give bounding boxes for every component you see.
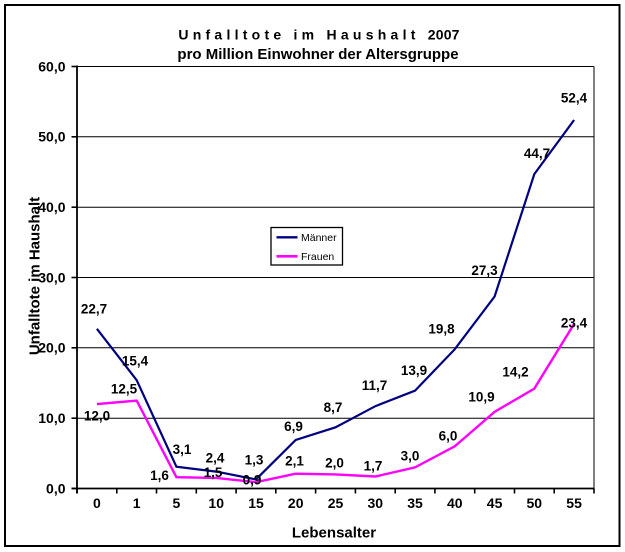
svg-text:Frauen: Frauen — [301, 251, 334, 263]
svg-text:12,5: 12,5 — [111, 382, 138, 397]
svg-text:0,0: 0,0 — [46, 480, 66, 496]
svg-text:22,7: 22,7 — [81, 302, 107, 317]
svg-text:11,7: 11,7 — [362, 378, 388, 393]
svg-text:40: 40 — [447, 495, 463, 511]
svg-text:2,1: 2,1 — [285, 454, 304, 469]
svg-text:14,2: 14,2 — [502, 365, 528, 380]
svg-text:5: 5 — [173, 495, 181, 511]
svg-text:pro Million Einwohner der Alte: pro Million Einwohner der Altersgruppe — [177, 46, 458, 63]
svg-text:U n f a l l t o t e i m H: U n f a l l t o t e i m H a u s h a l t … — [178, 27, 459, 43]
svg-text:1,7: 1,7 — [364, 459, 383, 474]
svg-text:0,9: 0,9 — [243, 473, 262, 488]
svg-text:20,0: 20,0 — [38, 340, 65, 356]
svg-text:44,7: 44,7 — [524, 146, 550, 161]
svg-text:1,6: 1,6 — [150, 468, 169, 483]
svg-text:13,9: 13,9 — [401, 363, 427, 378]
svg-text:3,1: 3,1 — [173, 442, 192, 457]
svg-text:Männer: Männer — [301, 232, 337, 244]
svg-text:50,0: 50,0 — [38, 129, 65, 145]
svg-text:19,8: 19,8 — [428, 322, 455, 337]
svg-text:50: 50 — [527, 495, 543, 511]
svg-text:20: 20 — [288, 495, 304, 511]
svg-text:Lebensalter: Lebensalter — [292, 525, 376, 542]
svg-text:60,0: 60,0 — [38, 58, 65, 74]
svg-text:35: 35 — [407, 495, 423, 511]
svg-text:1,3: 1,3 — [245, 453, 264, 468]
svg-text:15,4: 15,4 — [122, 354, 149, 369]
svg-text:2,0: 2,0 — [325, 456, 344, 471]
svg-text:40,0: 40,0 — [38, 199, 65, 215]
svg-text:1: 1 — [133, 495, 141, 511]
svg-text:10,0: 10,0 — [38, 410, 65, 426]
svg-text:3,0: 3,0 — [401, 449, 420, 464]
svg-text:25: 25 — [328, 495, 344, 511]
svg-text:23,4: 23,4 — [561, 316, 588, 331]
svg-text:52,4: 52,4 — [561, 91, 588, 106]
svg-text:10,9: 10,9 — [468, 390, 494, 405]
svg-text:27,3: 27,3 — [471, 263, 498, 278]
svg-text:55: 55 — [566, 495, 582, 511]
svg-text:1,5: 1,5 — [204, 465, 223, 480]
svg-text:0: 0 — [93, 495, 101, 511]
svg-text:6,0: 6,0 — [439, 429, 458, 444]
svg-text:2,4: 2,4 — [206, 451, 225, 466]
svg-text:6,9: 6,9 — [284, 419, 303, 434]
svg-text:10: 10 — [208, 495, 224, 511]
svg-text:8,7: 8,7 — [324, 400, 343, 415]
svg-text:30,0: 30,0 — [38, 269, 65, 285]
svg-text:12,0: 12,0 — [84, 409, 110, 424]
svg-text:Unfalltote im Haushalt: Unfalltote im Haushalt — [27, 197, 44, 355]
svg-text:15: 15 — [248, 495, 264, 511]
svg-text:30: 30 — [368, 495, 384, 511]
svg-text:45: 45 — [487, 495, 503, 511]
